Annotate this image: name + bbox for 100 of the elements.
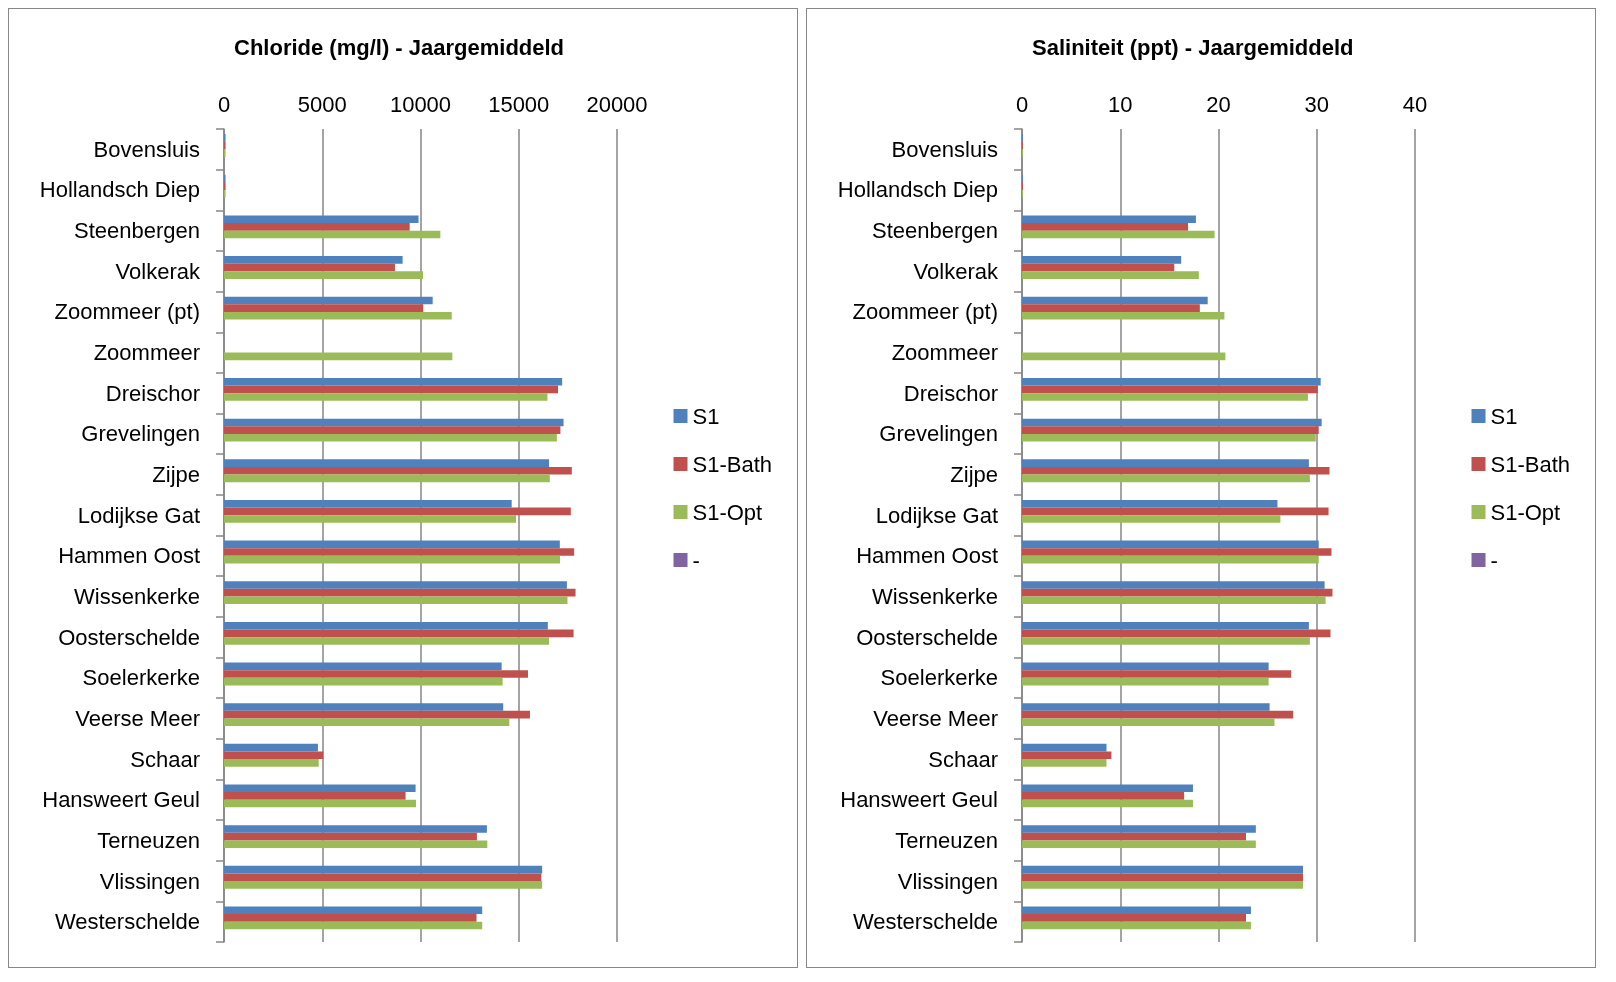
y-tick-label: Bovensluis [891,136,998,162]
bar [1022,759,1107,767]
chart-title: Chloride (mg/l) - Jaargemiddeld [234,34,565,60]
y-tick-label: Soelerkerke [82,665,200,691]
bar [224,865,543,874]
bar [224,743,318,752]
bar [1022,799,1193,808]
bar [1022,499,1278,508]
bar [224,548,575,556]
y-tick-label: Lodijkse Gat [77,502,200,528]
y-tick-label: Veerse Meer [873,705,998,731]
bar [224,914,477,922]
bar [1022,474,1310,483]
y-tick-label: Zijpe [950,462,998,488]
y-tick-label: Schaar [928,746,998,772]
bar [1022,507,1329,516]
bar [1022,223,1189,231]
bar [224,703,504,711]
y-tick-label: Volkerak [913,258,999,284]
y-tick-label: Zoommeer [93,340,200,366]
bar [1022,743,1107,752]
bar [1022,710,1294,719]
x-tick-label: 10 [1108,91,1133,117]
bar [1022,311,1225,320]
bar [224,799,416,808]
bar [1022,466,1330,475]
bar [224,784,416,793]
bar [224,677,503,686]
y-tick-label: Terneuzen [895,827,998,853]
bar [224,751,324,760]
bar [224,792,406,800]
y-tick-label: Westerschelde [852,909,998,935]
bar [1022,393,1308,401]
bar [224,474,550,483]
bar [224,832,477,841]
bar [1022,581,1325,589]
bar [224,296,433,305]
bar [1022,263,1175,272]
bar [1022,677,1269,686]
bar [1022,588,1333,597]
bar [1022,906,1251,915]
bar [1022,296,1208,305]
bar [1022,385,1318,394]
y-tick-label: Zoommeer (pt) [852,299,998,325]
bar [224,596,568,605]
bar [224,555,561,564]
bar [224,418,564,427]
bar [224,588,576,597]
y-tick-label: Westerschelde [54,909,200,935]
bar [1022,548,1332,556]
bar [224,271,424,279]
y-tick-label: Hansweert Geul [42,787,200,813]
bar [224,662,502,671]
y-tick-label: Bovensluis [93,136,200,162]
bar [1022,718,1275,727]
x-tick-label: 10000 [389,91,452,117]
y-tick-label: Oosterschelde [856,624,998,650]
bar [1022,784,1193,793]
y-tick-label: Dreischor [903,380,998,406]
bar [1022,515,1281,523]
bar [224,670,528,678]
y-tick-label: Volkerak [115,258,201,284]
x-tick-label: 5000 [297,91,347,117]
y-tick-label: Zoommeer (pt) [54,299,200,325]
bar [224,710,530,719]
bar [224,433,557,442]
x-tick-label: 15000 [488,91,550,117]
bar [1022,596,1326,605]
y-tick-label: Wissenkerke [74,583,200,609]
bar [224,393,548,401]
y-tick-label: Hansweert Geul [840,787,998,813]
y-tick-label: Veerse Meer [75,705,200,731]
y-tick-label: Grevelingen [879,421,998,447]
y-tick-label: Hammen Oost [58,543,200,569]
bar [224,459,550,467]
bar [1022,792,1185,800]
bar [1022,459,1309,467]
x-tick-label: 0 [217,91,231,117]
bar [224,385,559,394]
y-tick-label: Schaar [130,746,200,772]
bar [224,223,410,231]
bar [224,840,488,848]
y-tick-label: Zoommeer [891,340,998,366]
bar [1022,215,1196,223]
bar [1022,670,1292,678]
y-tick-label: Hollandsch Diep [837,177,998,203]
bar [1022,555,1319,564]
bar [224,540,560,549]
legend-label: S1-Bath [1490,451,1571,477]
bar [224,352,453,361]
bar [1022,426,1319,434]
bar [224,873,542,882]
bar [1022,433,1316,442]
bar [1022,304,1200,312]
bar [1022,621,1309,630]
bar [224,256,403,264]
bar [1022,703,1270,711]
x-tick-label: 40 [1402,91,1428,117]
x-tick-label: 20000 [586,91,648,117]
bar [1022,256,1182,264]
